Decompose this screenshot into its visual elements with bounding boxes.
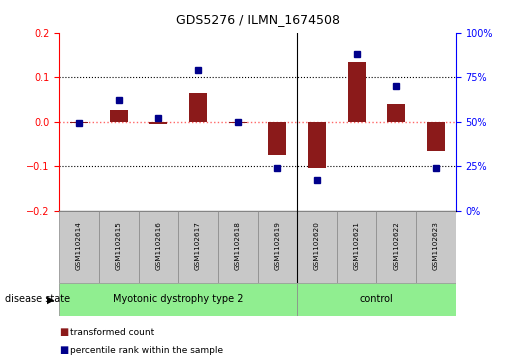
Text: transformed count: transformed count	[70, 328, 154, 337]
Bar	[337, 211, 376, 283]
Bar	[416, 211, 456, 283]
Text: percentile rank within the sample: percentile rank within the sample	[70, 346, 222, 355]
Text: control: control	[359, 294, 393, 305]
Bar	[229, 122, 247, 123]
Bar	[59, 283, 297, 316]
Bar	[189, 93, 207, 122]
Bar	[99, 211, 139, 283]
Text: GSM1102615: GSM1102615	[116, 221, 122, 270]
Bar	[427, 122, 445, 151]
Text: GSM1102623: GSM1102623	[433, 221, 439, 270]
Text: GSM1102622: GSM1102622	[393, 221, 399, 270]
Bar	[149, 122, 167, 124]
Bar	[268, 122, 286, 155]
Bar	[70, 122, 88, 123]
Bar	[139, 211, 178, 283]
Bar	[308, 122, 326, 168]
Bar	[59, 211, 99, 283]
Text: ▶: ▶	[47, 294, 55, 305]
Bar	[387, 104, 405, 122]
Text: GSM1102616: GSM1102616	[156, 221, 161, 270]
Text: GSM1102619: GSM1102619	[274, 221, 280, 270]
Text: Myotonic dystrophy type 2: Myotonic dystrophy type 2	[113, 294, 244, 305]
Text: GSM1102621: GSM1102621	[354, 221, 359, 270]
Text: GDS5276 / ILMN_1674508: GDS5276 / ILMN_1674508	[176, 13, 339, 26]
Bar	[297, 211, 337, 283]
Bar	[110, 110, 128, 122]
Text: disease state: disease state	[5, 294, 70, 305]
Text: GSM1102614: GSM1102614	[76, 221, 82, 270]
Bar	[297, 283, 456, 316]
Text: ■: ■	[59, 327, 68, 337]
Bar	[218, 211, 258, 283]
Text: GSM1102618: GSM1102618	[235, 221, 241, 270]
Text: GSM1102620: GSM1102620	[314, 221, 320, 270]
Bar	[178, 211, 218, 283]
Text: ■: ■	[59, 345, 68, 355]
Bar	[258, 211, 297, 283]
Bar	[376, 211, 416, 283]
Text: GSM1102617: GSM1102617	[195, 221, 201, 270]
Bar	[348, 62, 366, 122]
